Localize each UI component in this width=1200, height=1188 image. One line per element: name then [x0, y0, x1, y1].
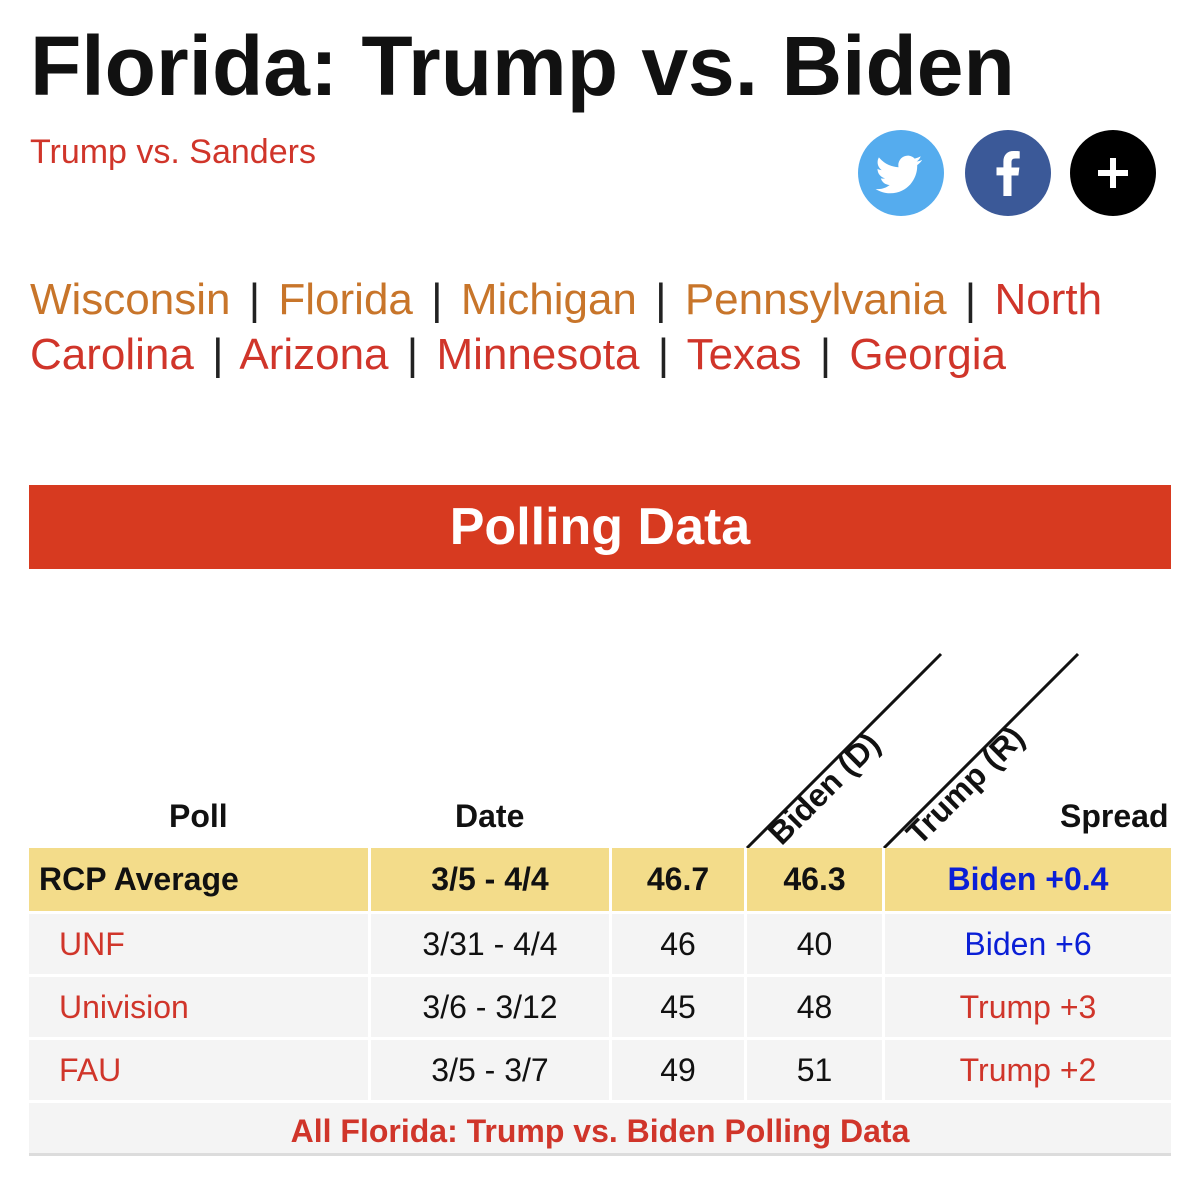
table-row: Univision 3/6 - 3/12 45 48 Trump +3: [29, 974, 1171, 1037]
polling-table: Poll Date Biden (D) Trump (R) Spread RCP…: [29, 600, 1171, 1160]
table-row: FAU 3/5 - 3/7 49 51 Trump +2: [29, 1037, 1171, 1100]
poll-spread: Biden +6: [964, 925, 1092, 962]
nav-separator: |: [657, 330, 670, 379]
state-link-minnesota[interactable]: Minnesota: [436, 330, 640, 379]
nav-separator: |: [212, 330, 224, 379]
facebook-f-icon: [996, 151, 1020, 196]
poll-spread: Trump +2: [959, 1051, 1097, 1088]
table-row: UNF 3/31 - 4/4 46 40 Biden +6: [29, 911, 1171, 974]
state-navigation: Wisconsin | Florida | Michigan | Pennsyl…: [30, 272, 1180, 382]
state-link-arizona[interactable]: Arizona: [239, 330, 389, 379]
page-title: Florida: Trump vs. Biden: [30, 19, 1015, 113]
poll-date: 3/5 - 3/7: [371, 1040, 612, 1100]
poll-trump: 51: [747, 1040, 885, 1100]
poll-trump: 40: [747, 914, 885, 974]
poll-biden: 49: [612, 1040, 747, 1100]
poll-spread: Trump +3: [959, 988, 1097, 1025]
all-polling-data-link[interactable]: All Florida: Trump vs. Biden Polling Dat…: [29, 1100, 1171, 1156]
poll-name-link[interactable]: Univision: [29, 977, 371, 1037]
header-date: Date: [455, 798, 525, 834]
nav-separator: |: [431, 275, 443, 324]
poll-date: 3/31 - 4/4: [371, 914, 612, 974]
nav-separator: |: [655, 275, 667, 324]
average-trump: 46.3: [747, 848, 885, 911]
poll-trump: 48: [747, 977, 885, 1037]
poll-name-link[interactable]: FAU: [29, 1040, 371, 1100]
average-biden: 46.7: [612, 848, 747, 911]
header-poll: Poll: [169, 798, 228, 834]
state-link-north-carolina[interactable]: North Carolina: [30, 275, 1103, 379]
average-spread: Biden +0.4: [947, 861, 1109, 897]
average-date: 3/5 - 4/4: [371, 848, 612, 911]
alt-matchup-link[interactable]: Trump vs. Sanders: [30, 133, 316, 171]
state-link-georgia[interactable]: Georgia: [849, 330, 1006, 379]
nav-separator: |: [248, 275, 261, 324]
nav-separator: |: [819, 330, 832, 379]
header-spread: Spread: [1060, 798, 1169, 834]
poll-biden: 45: [612, 977, 747, 1037]
plus-icon: [1098, 158, 1128, 188]
twitter-share-button[interactable]: [858, 130, 944, 216]
poll-name-link[interactable]: UNF: [29, 914, 371, 974]
poll-biden: 46: [612, 914, 747, 974]
state-link-texas[interactable]: Texas: [686, 330, 802, 379]
nav-separator: |: [964, 275, 977, 324]
polling-data-banner: Polling Data: [29, 485, 1171, 569]
rcp-average-row: RCP Average 3/5 - 4/4 46.7 46.3 Biden +0…: [29, 848, 1171, 911]
state-link-florida[interactable]: Florida: [278, 275, 413, 324]
average-poll-name: RCP Average: [29, 848, 371, 911]
header-diagonal-lines: [745, 652, 1080, 850]
state-link-michigan[interactable]: Michigan: [460, 275, 637, 324]
state-link-wisconsin[interactable]: Wisconsin: [30, 275, 231, 324]
poll-date: 3/6 - 3/12: [371, 977, 612, 1037]
state-link-pennsylvania[interactable]: Pennsylvania: [684, 275, 947, 324]
more-share-button[interactable]: [1070, 130, 1156, 216]
twitter-bird-icon: [875, 155, 922, 194]
nav-separator: |: [406, 330, 419, 379]
facebook-share-button[interactable]: [965, 130, 1051, 216]
